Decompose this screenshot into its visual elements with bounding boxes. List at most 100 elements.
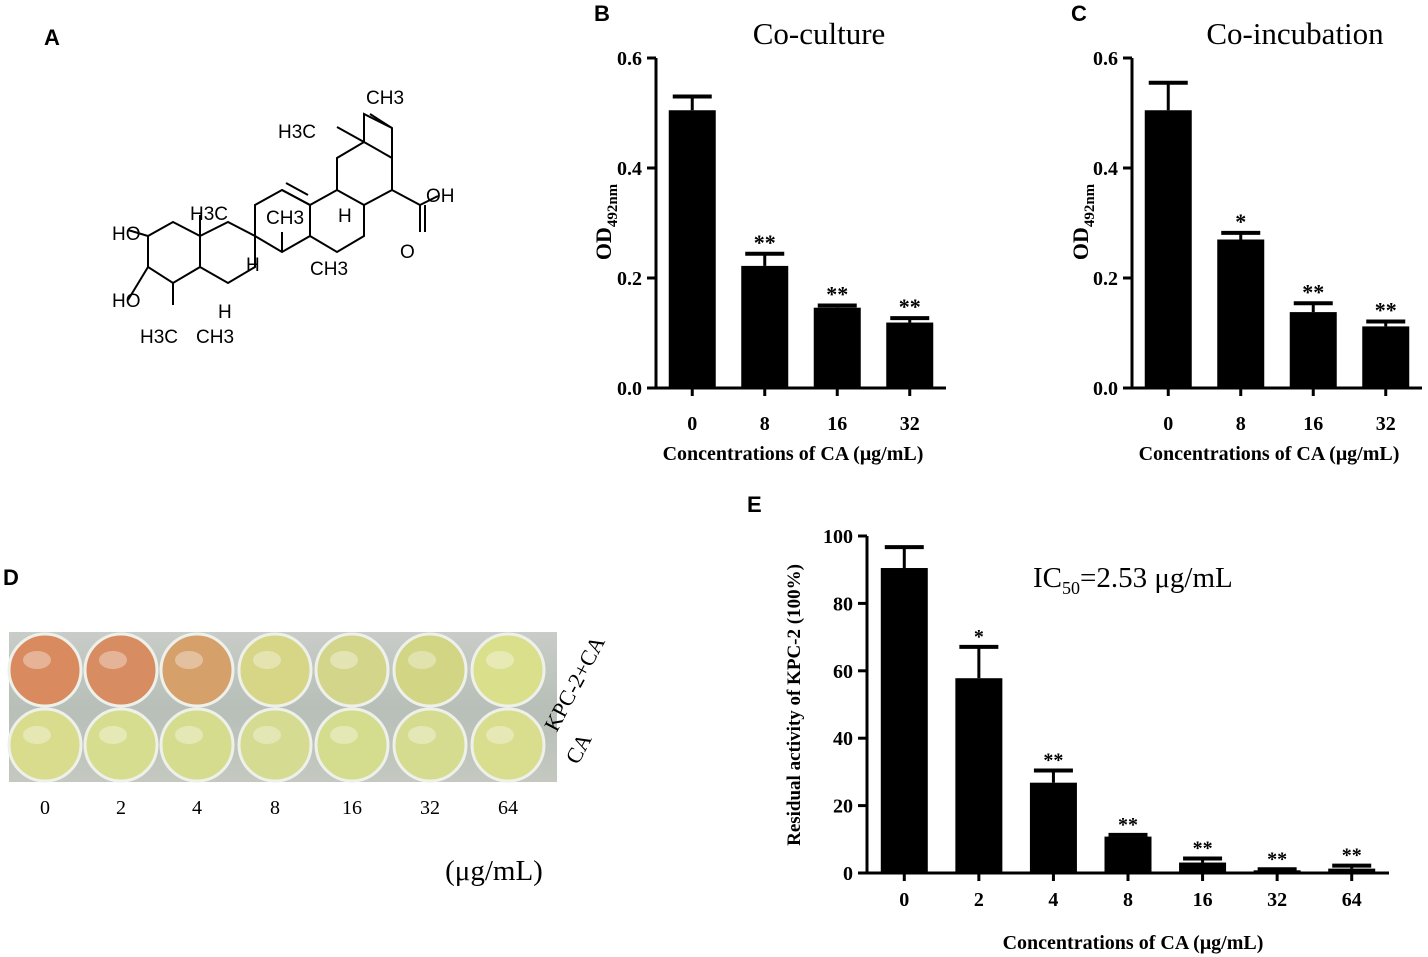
chem-label: OH bbox=[426, 186, 455, 207]
significance-label: * bbox=[974, 626, 984, 648]
well-highlight bbox=[253, 651, 281, 669]
bar bbox=[1253, 870, 1301, 873]
unit-label: (μg/mL) bbox=[445, 855, 543, 887]
significance-label: ** bbox=[899, 294, 921, 319]
well bbox=[7, 632, 83, 708]
y-tick-label: 80 bbox=[833, 593, 853, 615]
x-tick-label: 2 bbox=[974, 889, 984, 911]
chem-label: H3C bbox=[278, 122, 316, 143]
significance-label: * bbox=[1235, 209, 1246, 234]
well bbox=[83, 707, 159, 783]
concentration-label: 4 bbox=[192, 797, 202, 819]
chem-label: H bbox=[338, 206, 352, 227]
well bbox=[159, 707, 235, 783]
significance-label: ** bbox=[1267, 848, 1287, 870]
x-axis-label: Concentrations of CA (μg/mL) bbox=[1139, 443, 1400, 465]
significance-label: ** bbox=[1302, 279, 1324, 304]
significance-label: ** bbox=[826, 282, 848, 307]
panel-label-d: D bbox=[3, 565, 19, 590]
chart-title: Co-incubation bbox=[1206, 16, 1384, 51]
y-tick-label: 100 bbox=[823, 526, 853, 548]
well-highlight bbox=[253, 726, 281, 744]
chart-co-incubation: Co-incubation OD492nm Concentrations of … bbox=[1068, 16, 1422, 465]
x-axis-label: Concentrations of CA (μg/mL) bbox=[1003, 932, 1264, 954]
panel-label-e: E bbox=[747, 492, 762, 517]
concentration-label: 2 bbox=[116, 797, 126, 819]
chem-label: H3C bbox=[190, 204, 228, 225]
chem-label: H bbox=[218, 302, 232, 323]
y-tick-label: 0 bbox=[843, 863, 853, 885]
well-highlight bbox=[99, 726, 127, 744]
panel-label-a: A bbox=[44, 25, 60, 50]
x-tick-label: 4 bbox=[1048, 889, 1058, 911]
x-tick-label: 0 bbox=[899, 889, 909, 911]
well bbox=[83, 632, 159, 708]
significance-label: ** bbox=[1193, 838, 1213, 860]
ic50-annotation: IC50=2.53 μg/mL bbox=[1033, 562, 1233, 598]
y-axis-label: OD492nm bbox=[591, 183, 621, 260]
well-highlight bbox=[330, 726, 358, 744]
well-highlight bbox=[175, 726, 203, 744]
bar bbox=[741, 265, 789, 388]
chem-label: CH3 bbox=[310, 259, 348, 280]
chem-label: HO bbox=[112, 224, 141, 245]
significance-label: ** bbox=[1375, 297, 1397, 322]
x-tick-label: 32 bbox=[1267, 889, 1287, 911]
well-highlight bbox=[23, 726, 51, 744]
significance-label: ** bbox=[754, 230, 776, 255]
well-highlight bbox=[486, 651, 514, 669]
panel-label-c: C bbox=[1071, 1, 1087, 26]
y-axis-label: Residual activity of KPC-2 (100%) bbox=[784, 564, 805, 846]
well bbox=[314, 632, 390, 708]
well bbox=[314, 707, 390, 783]
significance-label: ** bbox=[1043, 750, 1063, 772]
y-tick-label: 0.0 bbox=[617, 378, 642, 400]
x-tick-label: 32 bbox=[900, 413, 920, 435]
x-tick-label: 0 bbox=[1163, 413, 1173, 435]
bar bbox=[1029, 782, 1077, 873]
well-plate-photo: KPC-2+CA CA 0 2 4 8 16 32 64 (μg/mL) bbox=[7, 632, 610, 887]
structure-labels: CH3 H3C OH O HO H3C CH3 H H CH3 HO H H3C… bbox=[112, 88, 455, 348]
bar bbox=[880, 568, 928, 873]
bar bbox=[1179, 862, 1227, 873]
chem-label: O bbox=[400, 242, 415, 263]
y-tick-label: 0.6 bbox=[1093, 48, 1118, 70]
bar bbox=[1217, 239, 1265, 388]
chem-label: CH3 bbox=[366, 88, 404, 109]
panel-label-b: B bbox=[594, 1, 610, 26]
x-tick-label: 16 bbox=[1193, 889, 1213, 911]
y-tick-label: 40 bbox=[833, 728, 853, 750]
well bbox=[392, 632, 468, 708]
x-tick-label: 16 bbox=[827, 413, 847, 435]
bar bbox=[668, 110, 716, 388]
y-tick-label: 0.2 bbox=[1093, 268, 1118, 290]
chemical-structure bbox=[127, 112, 439, 305]
x-tick-label: 8 bbox=[1123, 889, 1133, 911]
y-axis-label: OD492nm bbox=[1068, 183, 1098, 260]
chem-label: HO bbox=[112, 291, 141, 312]
x-axis-label: Concentrations of CA (μg/mL) bbox=[663, 443, 924, 465]
chart-co-culture: Co-culture OD492nm Concentrations of CA … bbox=[591, 16, 946, 465]
well-highlight bbox=[408, 726, 436, 744]
bar bbox=[1104, 836, 1152, 873]
well bbox=[159, 632, 235, 708]
chart-title: Co-culture bbox=[753, 16, 886, 51]
y-tick-label: 20 bbox=[833, 796, 853, 818]
chem-label: H3C bbox=[140, 327, 178, 348]
well bbox=[392, 707, 468, 783]
well bbox=[237, 632, 313, 708]
x-tick-label: 8 bbox=[760, 413, 770, 435]
well-highlight bbox=[330, 651, 358, 669]
y-tick-label: 0.4 bbox=[617, 158, 642, 180]
x-tick-label: 0 bbox=[687, 413, 697, 435]
row-label-ca: CA bbox=[560, 729, 596, 768]
bar bbox=[886, 322, 934, 388]
well-highlight bbox=[175, 651, 203, 669]
well-highlight bbox=[99, 651, 127, 669]
concentration-label: 32 bbox=[420, 797, 440, 819]
well bbox=[470, 707, 546, 783]
significance-label: ** bbox=[1118, 814, 1138, 836]
concentration-label: 64 bbox=[498, 797, 518, 819]
concentration-label: 8 bbox=[270, 797, 280, 819]
well-highlight bbox=[486, 726, 514, 744]
